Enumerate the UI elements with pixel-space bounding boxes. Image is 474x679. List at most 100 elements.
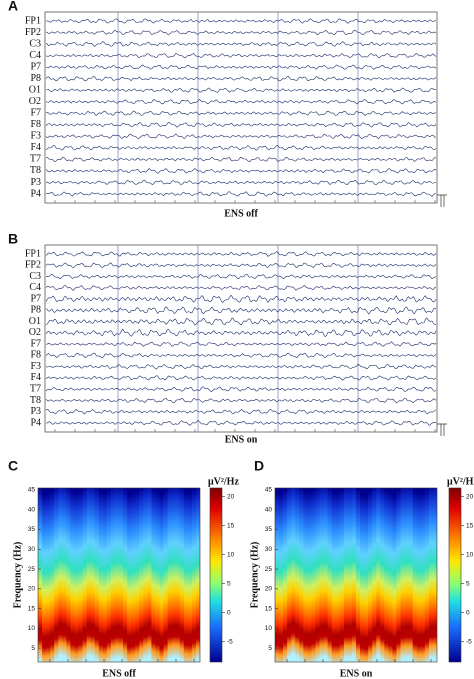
eeg-trace: [45, 122, 437, 128]
spectrogram-column: [279, 488, 284, 662]
spectrogram-column: [323, 488, 329, 662]
y-tick-label: 25: [28, 566, 36, 573]
spectrogram-column: [78, 488, 84, 662]
y-tick-label: 40: [28, 506, 36, 513]
spectrogram-column: [155, 488, 161, 662]
scale-bar: [437, 423, 447, 436]
channel-label: F8: [30, 119, 41, 130]
eeg-trace: [45, 87, 437, 93]
spectrogram-column: [295, 488, 300, 662]
y-tick-label: 20: [28, 586, 36, 593]
spectrogram-column: [102, 488, 108, 662]
spectrogram-column: [392, 488, 398, 662]
channel-label: F7: [30, 338, 41, 349]
eeg-trace: [45, 98, 437, 105]
spectrogram-column: [275, 488, 280, 662]
spectrogram-column: [106, 488, 112, 662]
colorbar-label: μV²/Hz: [447, 476, 474, 487]
spectrogram-column: [38, 488, 43, 662]
spectrogram-column: [42, 488, 47, 662]
eeg-trace: [45, 29, 437, 36]
eeg-trace: [45, 274, 437, 280]
channel-label: T7: [30, 154, 41, 165]
colorbar-tick-label: 0: [227, 609, 231, 616]
spectrogram-column: [368, 488, 373, 662]
spectrogram-column: [420, 488, 426, 662]
spectrogram-column: [54, 488, 59, 662]
spectrogram-column: [46, 488, 51, 662]
caption: ENS off: [102, 668, 136, 679]
eeg-trace: [45, 53, 437, 59]
spectrogram-column: [356, 488, 361, 662]
channel-label: O2: [29, 327, 41, 338]
colorbar-label: μV²/Hz: [208, 476, 239, 487]
spectrogram-column: [343, 488, 349, 662]
colorbar-tick-label: -5: [227, 638, 233, 645]
colorbar-tick-label: 20: [227, 493, 235, 500]
spectrogram-column: [123, 488, 128, 662]
eeg-trace: [45, 145, 437, 151]
eeg-trace: [45, 306, 437, 315]
spectrogram-column: [191, 488, 197, 662]
channel-label: F7: [30, 108, 41, 119]
eeg-trace: [45, 397, 437, 404]
channel-label: FP2: [25, 260, 41, 271]
eeg-trace: [45, 251, 437, 257]
spectrogram-column: [70, 488, 76, 662]
y-tick-label: 20: [265, 586, 273, 593]
y-tick-label: 15: [265, 605, 273, 612]
eeg-trace: [45, 375, 437, 381]
spectrogram-column: [179, 488, 185, 662]
spectrogram-column: [110, 488, 116, 662]
spectrogram-column: [303, 488, 308, 662]
caption: ENS off: [224, 208, 258, 219]
channel-label: C4: [29, 50, 41, 61]
panel-label: D: [254, 458, 264, 474]
spectrogram-column: [171, 488, 177, 662]
spectrogram-column: [90, 488, 96, 662]
spectrogram-column: [396, 488, 402, 662]
y-tick-label: 5: [31, 645, 35, 652]
spectrogram-column: [400, 488, 406, 662]
eeg-trace: [45, 341, 437, 347]
channel-label: FP1: [25, 15, 41, 26]
spectrogram-column: [167, 488, 173, 662]
spectrogram-column: [127, 488, 132, 662]
y-tick-label: 5: [268, 645, 272, 652]
eeg-trace: [45, 179, 437, 186]
eeg-trace: [45, 294, 437, 304]
y-tick-label: 15: [28, 605, 36, 612]
y-tick-label: 10: [265, 625, 273, 632]
spectrogram-column: [432, 488, 437, 662]
plot-frame: [44, 244, 438, 433]
spectrogram-column: [98, 488, 104, 662]
spectrogram-column: [74, 488, 80, 662]
channel-label: P4: [30, 417, 41, 428]
spectrogram-column: [416, 488, 422, 662]
spectrogram-column: [195, 488, 200, 662]
channel-label: P4: [30, 188, 41, 199]
y-axis-label: Frequency (Hz): [12, 542, 23, 609]
eeg-trace: [45, 408, 437, 415]
y-tick-label: 45: [28, 487, 36, 494]
channel-label: F4: [30, 142, 41, 153]
channel-label: T7: [30, 383, 41, 394]
plot-frame: [37, 487, 201, 663]
spectrogram-column: [58, 488, 63, 662]
eeg-trace: [45, 168, 437, 174]
spectrogram-column: [175, 488, 181, 662]
spectrogram-column: [119, 488, 124, 662]
eeg-trace: [45, 420, 437, 426]
spectrogram-column: [376, 488, 381, 662]
eeg-trace: [45, 156, 437, 163]
channel-label: C3: [29, 38, 41, 49]
spectrogram-column: [183, 488, 189, 662]
spectrogram-column: [384, 488, 389, 662]
spectrogram-column: [360, 488, 365, 662]
plot-frame: [44, 11, 438, 204]
eeg-trace: [45, 363, 437, 370]
channel-label: F3: [30, 361, 41, 372]
y-tick-label: 10: [28, 625, 36, 632]
y-tick-label: 30: [28, 546, 36, 553]
y-tick-label: 25: [265, 566, 273, 573]
